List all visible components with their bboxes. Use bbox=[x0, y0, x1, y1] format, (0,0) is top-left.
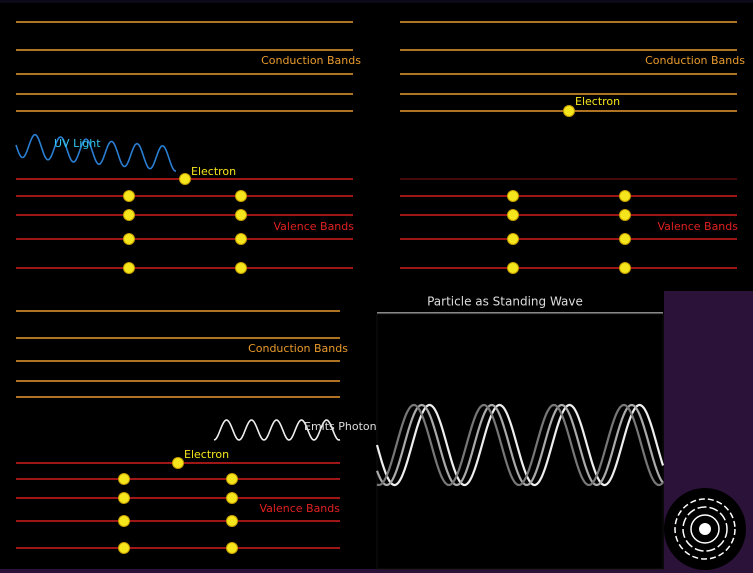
valence-label: Valence Bands bbox=[260, 502, 341, 515]
logo-ring bbox=[682, 506, 728, 552]
bottom-strip bbox=[0, 569, 753, 573]
standing-wave bbox=[376, 403, 664, 487]
electron-dot bbox=[619, 190, 631, 202]
electron-dot bbox=[123, 190, 135, 202]
logo-ring bbox=[674, 498, 736, 560]
electron-dot bbox=[123, 209, 135, 221]
electron-dot bbox=[118, 542, 130, 554]
conduction-label: Conduction Bands bbox=[645, 54, 745, 67]
photon-wave bbox=[213, 419, 341, 441]
electron-dot bbox=[226, 492, 238, 504]
free-electron bbox=[179, 173, 191, 185]
electron-label: Electron bbox=[575, 95, 620, 108]
valence-label: Valence Bands bbox=[658, 220, 739, 233]
electron-dot bbox=[226, 515, 238, 527]
electron-dot bbox=[235, 233, 247, 245]
electron-dot bbox=[507, 209, 519, 221]
electron-dot bbox=[507, 233, 519, 245]
standing-wave bbox=[375, 403, 665, 487]
electron-dot bbox=[226, 542, 238, 554]
electron-dot bbox=[619, 209, 631, 221]
electron-dot bbox=[235, 190, 247, 202]
free-electron bbox=[172, 457, 184, 469]
electron-dot bbox=[226, 473, 238, 485]
conduction-label: Conduction Bands bbox=[261, 54, 361, 67]
electron-dot bbox=[619, 262, 631, 274]
electron-dot bbox=[619, 233, 631, 245]
wave-title: Particle as Standing Wave bbox=[427, 295, 583, 309]
electron-dot bbox=[235, 209, 247, 221]
electron-dot bbox=[123, 262, 135, 274]
electron-label: Electron bbox=[191, 165, 236, 178]
electron-dot bbox=[118, 515, 130, 527]
logo bbox=[664, 488, 746, 570]
electron-dot bbox=[507, 262, 519, 274]
electron-dot bbox=[507, 190, 519, 202]
top-strip bbox=[0, 0, 753, 3]
photon-label: Emits Photon bbox=[304, 420, 377, 433]
logo-core bbox=[699, 523, 711, 535]
electron-label: Electron bbox=[184, 448, 229, 461]
wave-area bbox=[376, 313, 664, 570]
conduction-label: Conduction Bands bbox=[248, 342, 348, 355]
electron-dot bbox=[235, 262, 247, 274]
light-label: UV Light bbox=[54, 137, 101, 150]
valence-label: Valence Bands bbox=[274, 220, 355, 233]
logo-ring bbox=[690, 514, 720, 544]
electron-dot bbox=[118, 492, 130, 504]
electron-dot bbox=[118, 473, 130, 485]
uv-wave bbox=[15, 133, 176, 172]
standing-wave bbox=[375, 403, 664, 487]
free-electron bbox=[563, 105, 575, 117]
electron-dot bbox=[123, 233, 135, 245]
